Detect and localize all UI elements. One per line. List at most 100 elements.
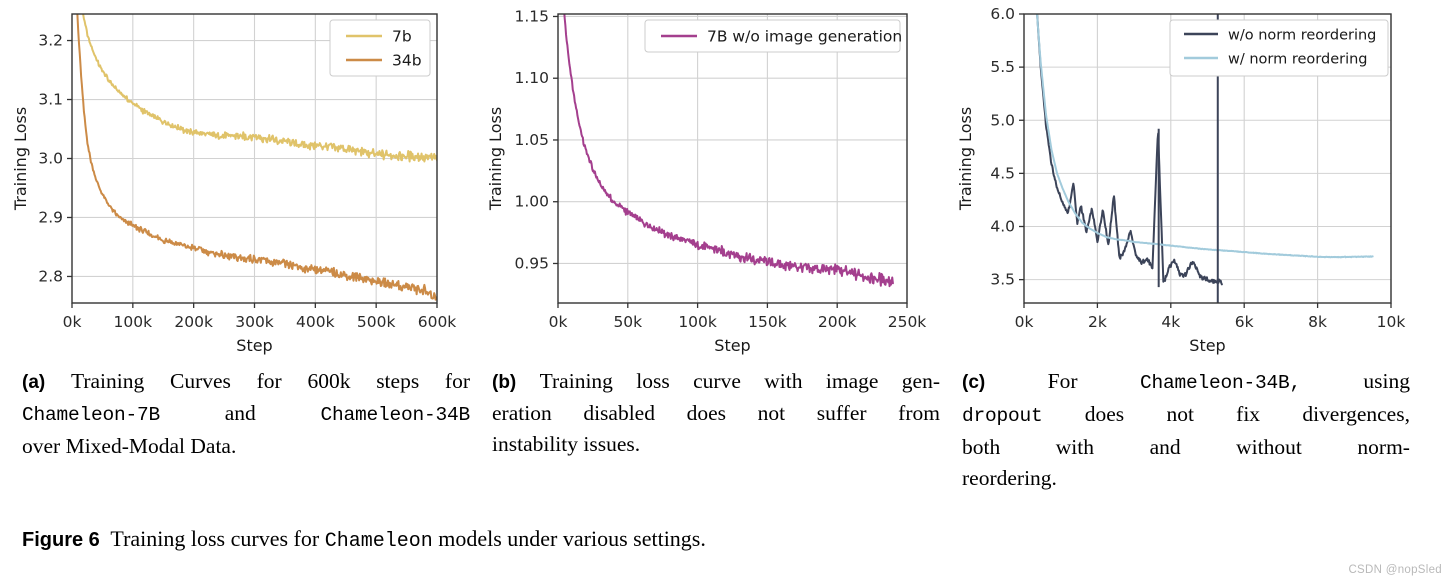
subcaption-line: (a) Training Curves for 600k steps for [22,366,470,398]
subcaption-token: reordering. [962,466,1057,490]
y-tick-label: 5.0 [990,111,1015,129]
figure-panels-row: 0k 100k 200k 300k 400k 500k 600k 2.8 2.9 3.0 3.1 3.… [10,0,1425,360]
x-tick-label: 200k [174,313,213,331]
subcaption-token: not [757,401,786,425]
training-loss-chart-c: 0k 2k 4k 6k 8k 10k 3.5 4.0 4.5 5.0 5.5 6.0 Step Train… [956,5,1406,355]
subcaption-line: (c) For Chameleon-34B, using [962,366,1410,399]
y-tick-label: 2.9 [38,208,63,226]
chart-panel-b: 0k 50k 100k 150k 200k 250k 0.95 1.00 1.05 1.10 1.1… [485,0,955,360]
legend-label: 7b [392,28,412,46]
subcaption-token: Chameleon-34B [320,404,470,426]
x-tick-label: 100k [678,313,717,331]
x-axis-label: Step [236,336,272,355]
y-axis-label: Training Loss [956,107,975,211]
x-tick-label: 300k [235,313,274,331]
subcaption-token: For [1047,369,1078,393]
y-tick-label: 1.00 [514,193,549,211]
x-tick-label: 50k [613,313,642,331]
subcaption-token: disabled [583,401,655,425]
y-axis-label: Training Loss [486,107,505,211]
y-tick-label: 3.5 [990,271,1015,289]
subcaption-line: Chameleon-7B and Chameleon-34B [22,398,470,431]
subcaption-token: using [1363,369,1410,393]
subcaption-line: both with and without norm- [962,432,1410,463]
figure-caption-token: models under various settings. [432,526,706,551]
x-tick-label: 500k [357,313,396,331]
figure-caption-token: Chameleon [324,530,433,553]
x-axis-label: Step [714,336,750,355]
subcaption-token: suffer [816,401,867,425]
y-tick-label: 4.0 [990,218,1015,236]
subcaption-line: reordering. [962,463,1410,494]
subcaption-token: dropout [962,405,1043,427]
legend-label: 34b [392,52,422,70]
x-tick-label: 0k [1015,313,1034,331]
subcaption-token: gen- [901,369,940,393]
y-tick-label: 1.05 [514,131,549,149]
subcaption-b: (b) Training loss curve with image gen-eration… [492,366,940,460]
x-tick-label: 400k [296,313,335,331]
subcaption-token: curve [693,369,741,393]
subcaption-token: Chameleon-7B [22,404,161,426]
legend-box [644,19,901,53]
x-tick-label: 10k [1377,313,1406,331]
subcaption-token: not [1166,402,1194,426]
x-axis-label: Step [1189,336,1225,355]
x-tick-label: 0k [63,313,82,331]
subcaption-token: Training [70,369,145,393]
subcaption-token: with [764,369,803,393]
subcaption-token: from [898,401,940,425]
y-tick-label: 1.15 [514,7,549,25]
training-loss-chart-b: 0k 50k 100k 150k 200k 250k 0.95 1.00 1.05 1.10 1.1… [486,7,927,355]
chart-panel-c: 0k 2k 4k 6k 8k 10k 3.5 4.0 4.5 5.0 5.5 6.0 Step Train… [955,0,1425,360]
subcaption-token: over Mixed-Modal Data. [22,434,237,458]
y-tick-label: 3.2 [38,32,63,50]
chart-panel-a: 0k 100k 200k 300k 400k 500k 600k 2.8 2.9 3.0 3.1 3.… [10,0,480,360]
legend-box [1169,19,1389,77]
y-tick-label: 3.0 [38,150,63,168]
subcaption-token: Training [539,369,613,393]
figure-caption-token: Training loss curves for [110,526,325,551]
subcaption-line: (b) Training loss curve with image gen- [492,366,940,398]
y-tick-label: 2.8 [38,267,63,285]
y-tick-label: 4.5 [990,164,1015,182]
x-tick-label: 2k [1088,313,1107,331]
subcaption-token: without [1236,435,1302,459]
x-tick-label: 4k [1161,313,1180,331]
y-tick-label: 5.5 [990,58,1015,76]
y-tick-label: 1.10 [514,69,549,87]
subcaption-token: loss [636,369,670,393]
legend-label: w/o norm reordering [1228,28,1376,44]
subcaption-token: norm- [1357,435,1410,459]
y-axis-label: Training Loss [11,107,30,211]
subcaption-label: (b) [492,372,517,393]
subcaption-token: and [1149,435,1181,459]
subcaption-token: both [962,435,1001,459]
training-loss-chart-a: 0k 100k 200k 300k 400k 500k 600k 2.8 2.9 3.0 3.1 3.… [11,13,456,355]
y-tick-label: 6.0 [990,5,1015,23]
subcaption-line: eration disabled does not suffer from [492,398,940,429]
subcaption-token: does [686,401,727,425]
subcaption-a: (a) Training Curves for 600k steps for Chameleo… [22,366,470,462]
subcaption-token: Chameleon-34B, [1139,372,1301,394]
subcaptions: (a) Training Curves for 600k steps for Chameleo… [0,366,1456,506]
subcaption-token: instability issues. [492,432,641,456]
subcaption-token: and [224,401,256,425]
x-tick-label: 250k [888,313,927,331]
subcaption-token: fix [1236,402,1261,426]
subcaption-token: 600k [307,369,351,393]
y-tick-label: 3.1 [38,91,63,109]
subcaption-token: for [256,369,282,393]
subcaption-token: image [825,369,879,393]
legend-label: w/ norm reordering [1228,52,1368,68]
subcaption-token: eration [492,401,552,425]
x-tick-label: 100k [114,313,153,331]
subcaption-line: instability issues. [492,429,940,460]
subcaption-token: with [1055,435,1095,459]
legend-label: 7B w/o image generation [707,28,902,46]
subcaption-token: steps [376,369,420,393]
subcaption-line: dropout does not fix divergences, [962,399,1410,432]
subcaption-token: does [1084,402,1125,426]
x-tick-label: 200k [818,313,857,331]
